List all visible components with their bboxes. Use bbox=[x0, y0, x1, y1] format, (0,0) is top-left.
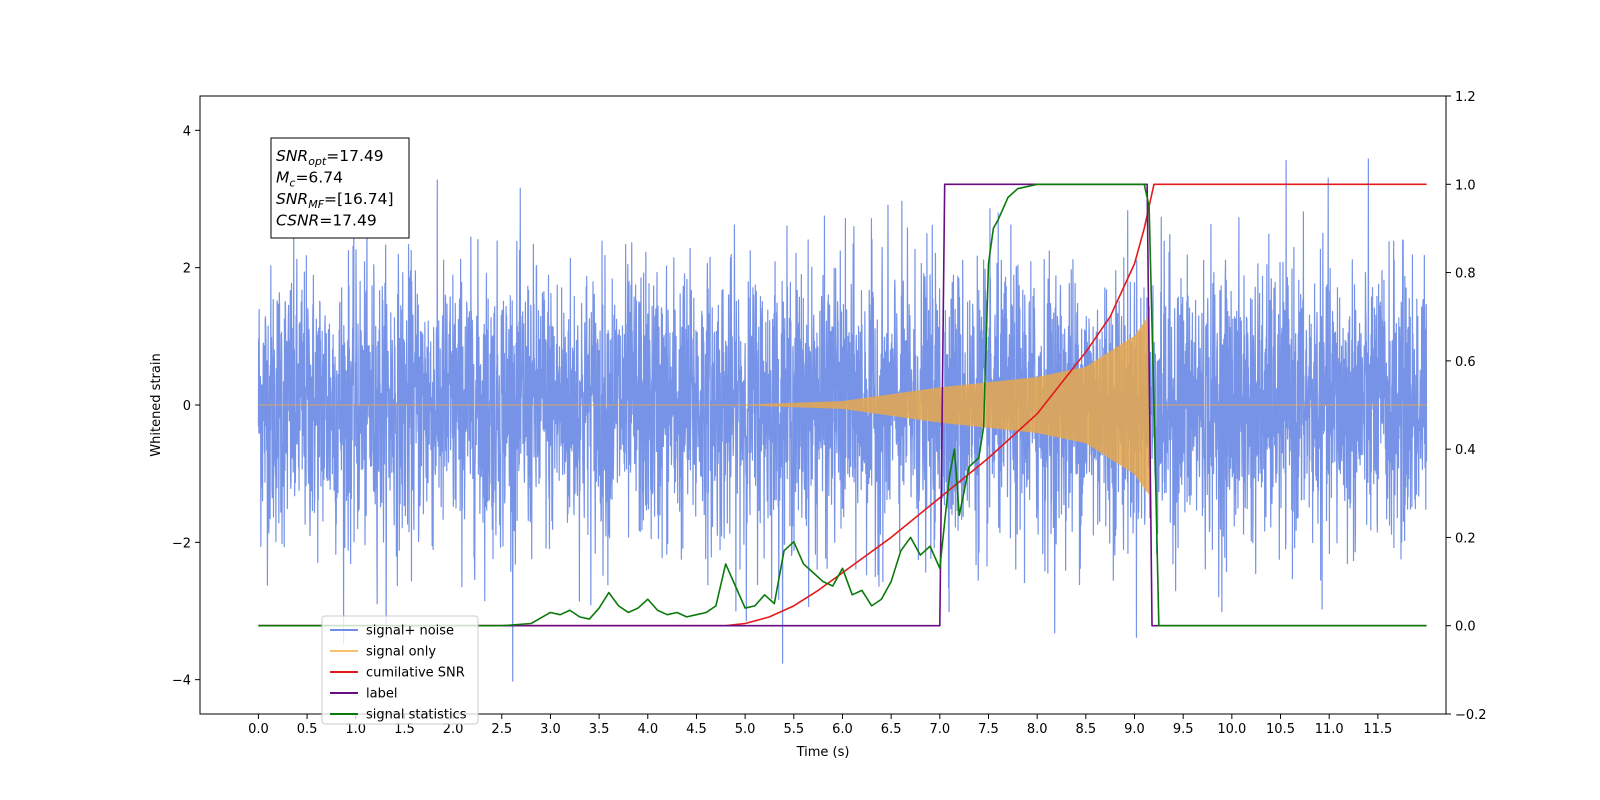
x-tick-label: 10.0 bbox=[1217, 722, 1246, 737]
x-tick-label: 2.0 bbox=[443, 722, 464, 737]
x-tick-label: 9.5 bbox=[1173, 722, 1194, 737]
x-axis-label: Time (s) bbox=[796, 745, 850, 760]
x-tick-label: 3.0 bbox=[540, 722, 561, 737]
x-axis: 0.0 0.5 1.0 1.5 2.0 2.5 3.0 3.5 4.0 4.5 5.0 5.5 6.0 6… bbox=[248, 714, 1392, 737]
x-tick-label: 8.0 bbox=[1027, 722, 1048, 737]
series-line-cumilative-snr bbox=[258, 183, 1427, 627]
x-tick-label: 2.5 bbox=[491, 722, 512, 737]
y-left-tick-label: 2 bbox=[183, 262, 191, 277]
x-tick-label: 10.5 bbox=[1266, 722, 1295, 737]
x-tick-label: 1.0 bbox=[345, 722, 366, 737]
x-tick-label: 7.0 bbox=[929, 722, 950, 737]
y-right-tick-label: 0.8 bbox=[1455, 267, 1476, 282]
x-tick-label: 0.0 bbox=[248, 722, 269, 737]
series-line-signal-only bbox=[258, 315, 1427, 495]
x-tick-label: 5.5 bbox=[783, 722, 804, 737]
x-tick-label: 11.0 bbox=[1315, 722, 1344, 737]
y-axis-label-left: Whitened strain bbox=[149, 353, 164, 456]
x-tick-label: 5.0 bbox=[735, 722, 756, 737]
series-line-signal-statistics bbox=[258, 183, 1427, 627]
y-right-tick-label: 1.2 bbox=[1455, 90, 1476, 105]
y-right-tick-label: 0.6 bbox=[1455, 355, 1476, 370]
plot-area bbox=[257, 158, 1428, 682]
y-right-tick-label: −0.2 bbox=[1455, 708, 1487, 723]
x-tick-label: 1.5 bbox=[394, 722, 415, 737]
x-tick-label: 3.5 bbox=[589, 722, 610, 737]
x-tick-label: 11.5 bbox=[1363, 722, 1392, 737]
x-tick-label: 7.5 bbox=[978, 722, 999, 737]
annotation-line: Mc=6.74 bbox=[276, 169, 343, 190]
legend-label: signal+ noise bbox=[366, 624, 454, 639]
y-axis-right: −0.2 0.0 0.2 0.4 0.6 0.8 1.0 1.2 bbox=[1446, 90, 1487, 723]
y-left-tick-label: −4 bbox=[172, 674, 191, 689]
legend-frame bbox=[321, 615, 479, 725]
y-right-tick-label: 1.0 bbox=[1455, 178, 1476, 193]
annotation-box: SNRopt=17.49Mc=6.74SNRMF=[16.74]CSNR=17.… bbox=[270, 137, 410, 239]
annotation-line: CSNR=17.49 bbox=[276, 212, 377, 230]
legend: signal+ noise signal only cumilative SNR la… bbox=[321, 615, 479, 725]
x-tick-label: 4.0 bbox=[637, 722, 658, 737]
x-tick-label: 6.0 bbox=[832, 722, 853, 737]
legend-label: signal only bbox=[366, 645, 436, 660]
x-tick-label: 0.5 bbox=[297, 722, 318, 737]
annotation-line: SNRopt=17.49 bbox=[276, 147, 384, 168]
x-tick-label: 9.0 bbox=[1124, 722, 1145, 737]
y-right-tick-label: 0.2 bbox=[1455, 531, 1476, 546]
y-axis-left: −4 −2 0 2 4 bbox=[172, 124, 200, 689]
annotation-line: SNRMF=[16.74] bbox=[276, 190, 394, 211]
annotation-frame bbox=[270, 137, 410, 239]
series-line-signal-noise bbox=[257, 158, 1428, 682]
y-right-tick-label: 0.4 bbox=[1455, 443, 1476, 458]
legend-label: signal statistics bbox=[366, 708, 467, 723]
y-right-tick-label: 0.0 bbox=[1455, 620, 1476, 635]
x-tick-label: 4.5 bbox=[686, 722, 707, 737]
legend-label: label bbox=[366, 687, 397, 702]
y-left-tick-label: 4 bbox=[183, 124, 191, 139]
y-left-tick-label: 0 bbox=[183, 399, 191, 414]
x-tick-label: 8.5 bbox=[1075, 722, 1096, 737]
legend-label: cumilative SNR bbox=[366, 666, 465, 681]
x-tick-label: 6.5 bbox=[881, 722, 902, 737]
y-left-tick-label: −2 bbox=[172, 536, 191, 551]
